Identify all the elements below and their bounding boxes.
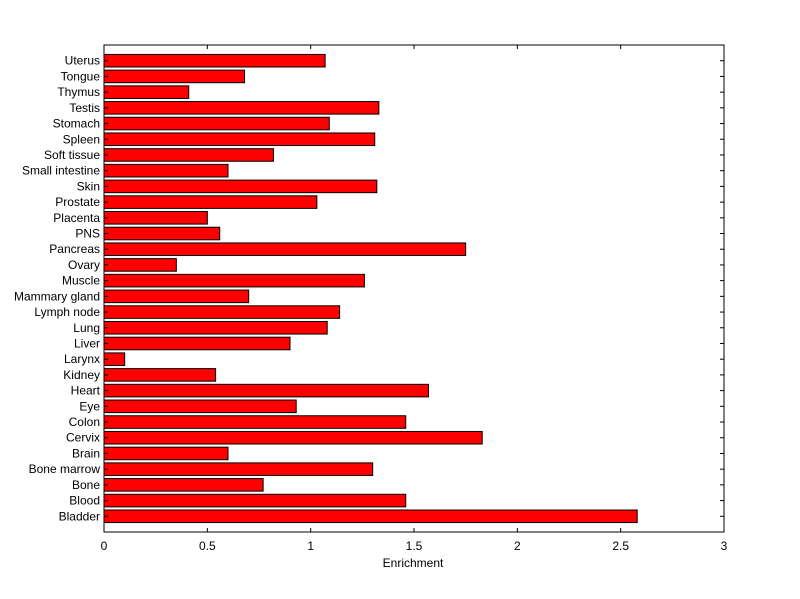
bar-pancreas: [103, 242, 467, 257]
y-tick-label-heart: Heart: [71, 384, 101, 398]
y-tick-label-pns: PNS: [75, 227, 100, 241]
y-tick-label-stomach: Stomach: [53, 117, 100, 131]
y-tick-label-brain: Brain: [72, 446, 100, 460]
bar-liver: [103, 336, 291, 351]
bar-stomach: [103, 116, 330, 131]
bar-soft-tissue: [103, 148, 274, 162]
x-tick-label: 2: [514, 539, 521, 553]
x-tick-label: 2.5: [612, 539, 629, 553]
y-tick-label-larynx: Larynx: [64, 352, 100, 366]
y-tick-label-prostate: Prostate: [55, 195, 100, 209]
bar-pns: [103, 226, 221, 241]
bar-lymph-node: [103, 305, 341, 319]
bar-prostate: [103, 195, 318, 209]
y-tick-label-colon: Colon: [69, 415, 100, 429]
bar-heart: [103, 383, 429, 398]
y-tick-label-tongue: Tongue: [61, 69, 101, 83]
y-tick-label-uterus: Uterus: [65, 54, 100, 68]
bar-bone-marrow: [103, 462, 374, 476]
y-tick-label-bladder: Bladder: [59, 509, 100, 523]
bar-ovary: [103, 258, 177, 272]
y-tick-label-bone: Bone: [72, 478, 100, 492]
bar-lung: [103, 320, 328, 335]
plot-frame: [103, 44, 725, 533]
bar-cervix: [103, 430, 483, 445]
x-tick-label: 1.5: [406, 539, 423, 553]
y-tick-label-thymus: Thymus: [57, 85, 100, 99]
bar-small-intestine: [103, 163, 229, 178]
bar-blood: [103, 493, 407, 508]
y-tick-label-ovary: Ovary: [68, 258, 100, 272]
x-tick-label: 0.5: [199, 539, 216, 553]
bar-tongue: [103, 69, 246, 84]
bar-skin: [103, 179, 378, 194]
y-tick-label-kidney: Kidney: [63, 368, 100, 382]
x-tick-label: 1: [307, 539, 314, 553]
y-tick-label-testis: Testis: [69, 101, 100, 115]
x-axis-label: Enrichment: [383, 556, 444, 570]
y-tick-label-small-intestine: Small intestine: [22, 164, 100, 178]
y-tick-label-spleen: Spleen: [63, 132, 100, 146]
y-tick-label-mammary-gland: Mammary gland: [14, 289, 100, 303]
y-tick-label-pancreas: Pancreas: [49, 242, 100, 256]
bar-thymus: [103, 85, 190, 99]
y-tick-label-placenta: Placenta: [53, 211, 100, 225]
y-tick-label-eye: Eye: [79, 399, 100, 413]
x-axis: 0 0.5 1 1.5 2 2.5 3: [101, 45, 728, 553]
bar-placenta: [103, 211, 208, 225]
y-tick-label-liver: Liver: [74, 336, 100, 350]
bar-kidney: [103, 368, 217, 382]
x-tick-label: 0: [101, 539, 108, 553]
bar-uterus: [103, 53, 326, 68]
bar-eye: [103, 399, 297, 414]
bar-bladder: [103, 509, 638, 524]
bar-brain: [103, 446, 229, 461]
bar-mammary-gland: [103, 289, 250, 304]
y-tick-label-lung: Lung: [73, 321, 100, 335]
y-tick-label-skin: Skin: [77, 179, 100, 193]
y-tick-label-blood: Blood: [69, 494, 100, 508]
x-tick-label: 3: [721, 539, 728, 553]
y-tick-label-cervix: Cervix: [66, 431, 100, 445]
y-tick-label-soft-tissue: Soft tissue: [44, 148, 100, 162]
bar-spleen: [103, 132, 376, 147]
bar-muscle: [103, 273, 365, 288]
y-tick-label-lymph-node: Lymph node: [34, 305, 100, 319]
y-tick-label-bone-marrow: Bone marrow: [29, 462, 101, 476]
bar-testis: [103, 101, 380, 115]
bar-colon: [103, 415, 407, 429]
y-tick-label-muscle: Muscle: [62, 274, 100, 288]
bar-bone: [103, 478, 264, 492]
